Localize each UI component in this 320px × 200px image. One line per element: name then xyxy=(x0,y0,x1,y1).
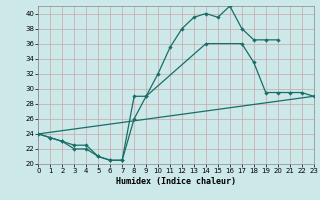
X-axis label: Humidex (Indice chaleur): Humidex (Indice chaleur) xyxy=(116,177,236,186)
